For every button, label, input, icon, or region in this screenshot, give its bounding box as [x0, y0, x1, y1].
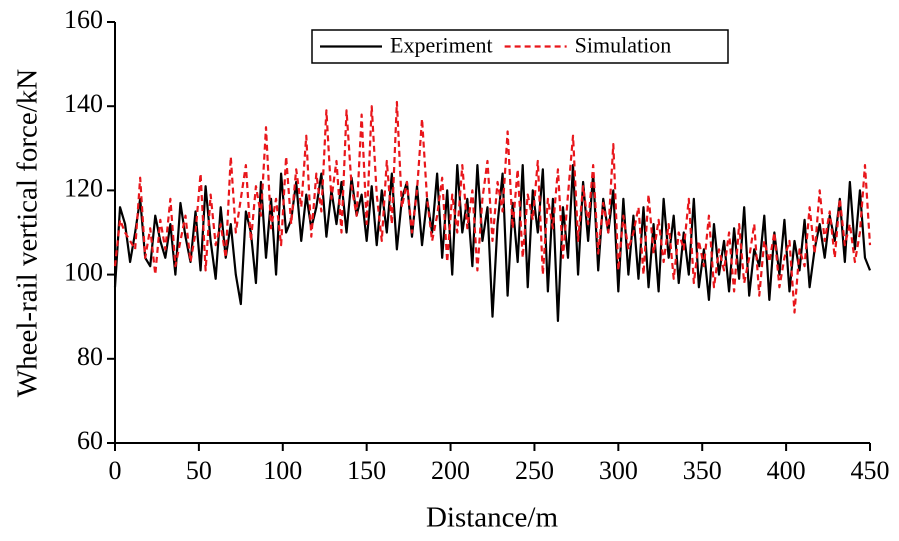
x-tick-label: 150	[347, 456, 386, 485]
x-axis-title: Distance/m	[426, 502, 559, 534]
y-tick-label: 60	[77, 426, 103, 455]
x-tick-label: 250	[515, 456, 554, 485]
x-tick-label: 50	[186, 456, 212, 485]
series-line	[113, 100, 872, 314]
x-tick-label: 100	[263, 456, 302, 485]
x-tick-label: 300	[599, 456, 638, 485]
y-tick-label: 160	[64, 5, 103, 34]
x-tick-label: 350	[683, 456, 722, 485]
y-axis-title: Wheel-rail vertical force/kN	[12, 69, 44, 398]
y-tick-label: 120	[64, 173, 103, 202]
x-tick-label: 200	[431, 456, 470, 485]
x-tick-label: 0	[109, 456, 122, 485]
x-tick-label: 400	[767, 456, 806, 485]
x-tick-label: 450	[851, 456, 890, 485]
y-tick-label: 80	[77, 342, 103, 371]
y-tick-label: 140	[64, 89, 103, 118]
legend-label: Experiment	[390, 33, 493, 58]
series-line	[113, 164, 872, 323]
y-tick-label: 100	[64, 258, 103, 287]
legend-label: Simulation	[575, 33, 672, 58]
